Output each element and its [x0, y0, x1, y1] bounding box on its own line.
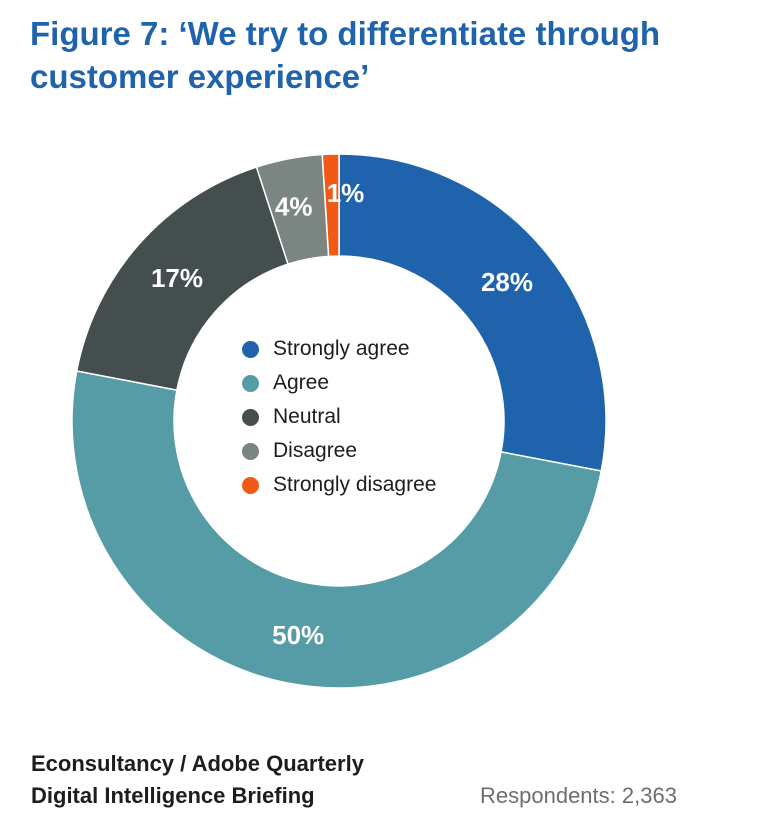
legend-swatch-disagree — [242, 442, 259, 460]
donut-slice-strongly-agree — [338, 153, 607, 472]
chart-legend: Strongly agree Agree Neutral Disagree St… — [242, 332, 436, 502]
legend-item-strongly-agree: Strongly agree — [242, 332, 436, 366]
legend-label-agree: Agree — [273, 371, 330, 394]
slice-label-agree: 50% — [272, 620, 324, 650]
legend-swatch-neutral — [242, 408, 259, 426]
legend-label-disagree: Disagree — [273, 439, 358, 462]
source-line-2: Digital Intelligence Briefing — [31, 783, 315, 808]
source-attribution: Econsultancy / Adobe Quarterly Digital I… — [31, 748, 364, 812]
legend-swatch-strongly-agree — [242, 340, 259, 358]
respondents-count: Respondents: 2,363 — [480, 783, 677, 808]
legend-swatch-agree — [242, 374, 259, 392]
source-line-1: Econsultancy / Adobe Quarterly — [31, 751, 364, 776]
slice-label-strongly-agree: 28% — [481, 267, 533, 297]
legend-label-strongly-disagree: Strongly disagree — [273, 473, 437, 496]
legend-label-strongly-agree: Strongly agree — [273, 337, 410, 360]
legend-item-neutral: Neutral — [242, 400, 436, 434]
donut-slice-labels: 28% 50% 17% 4% 1% — [151, 178, 533, 650]
legend-swatch-strongly-disagree — [242, 476, 259, 494]
chart-title: Figure 7: ‘We try to differentiate throu… — [30, 15, 661, 95]
legend-item-agree: Agree — [242, 366, 436, 400]
slice-label-strongly-disagree: 1% — [327, 178, 365, 208]
donut-slice-agree — [71, 370, 603, 689]
legend-label-neutral: Neutral — [273, 405, 341, 428]
slice-label-disagree: 4% — [275, 192, 313, 222]
slice-label-neutral: 17% — [151, 263, 203, 293]
donut-slice-strongly-disagree — [321, 153, 340, 258]
legend-item-strongly-disagree: Strongly disagree — [242, 468, 436, 502]
donut-slices — [71, 153, 607, 689]
legend-item-disagree: Disagree — [242, 434, 436, 468]
